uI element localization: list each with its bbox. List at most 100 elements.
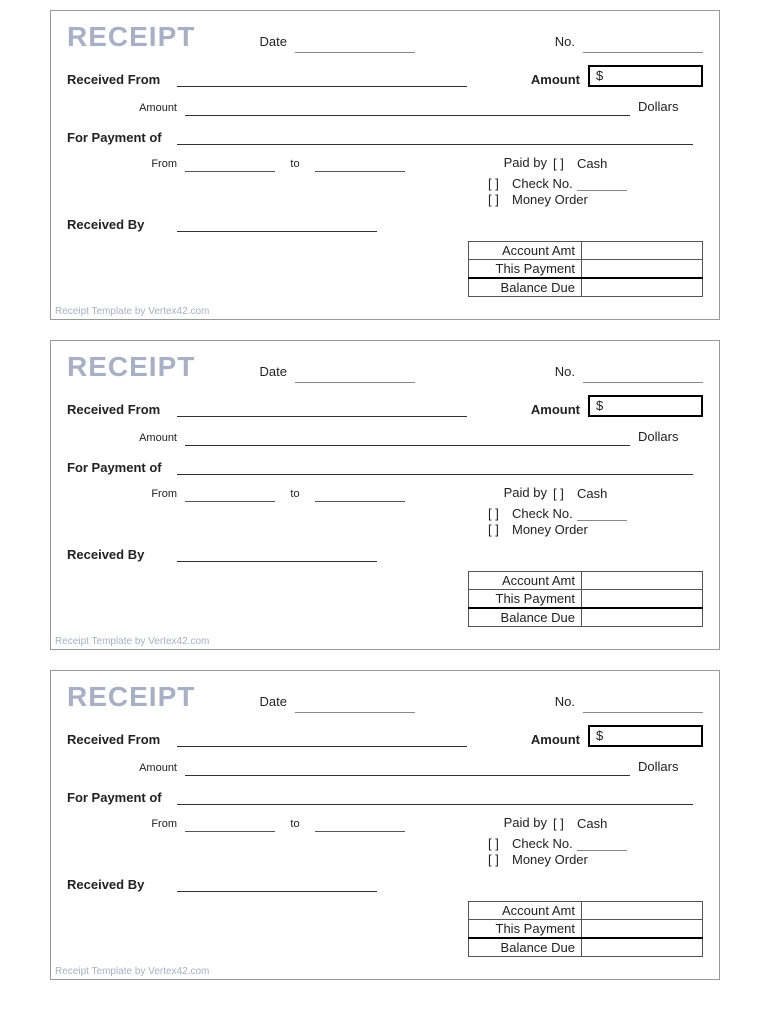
account-amt-label: Account Amt — [469, 242, 582, 260]
money-order-label: Money Order — [512, 852, 588, 867]
amount-text-field[interactable] — [185, 757, 630, 776]
to-label: to — [275, 158, 315, 172]
receipt-card: RECEIPT Date No. Received From Amount $ … — [50, 670, 720, 980]
amount-prefix: $ — [596, 68, 603, 83]
check-no-label: Check No. — [512, 176, 573, 191]
dollars-label: Dollars — [630, 99, 703, 116]
receipt-card: RECEIPT Date No. Received From Amount $ … — [50, 340, 720, 650]
this-payment-field[interactable] — [582, 590, 703, 609]
date-label: Date — [247, 694, 295, 713]
summary-table: Account Amt This Payment Balance Due — [468, 241, 703, 297]
date-field[interactable] — [295, 364, 415, 383]
no-field[interactable] — [583, 694, 703, 713]
balance-due-field[interactable] — [582, 938, 703, 957]
received-from-label: Received From — [67, 732, 177, 747]
balance-due-label: Balance Due — [469, 608, 582, 627]
for-payment-label: For Payment of — [67, 460, 177, 475]
amount-box-field[interactable]: $ — [588, 725, 703, 747]
table-row: Balance Due — [469, 938, 703, 957]
from-field[interactable] — [185, 155, 275, 172]
balance-due-field[interactable] — [582, 278, 703, 297]
check-no-label: Check No. — [512, 836, 573, 851]
balance-due-field[interactable] — [582, 608, 703, 627]
from-label: From — [67, 158, 185, 172]
amount-box-label: Amount — [515, 72, 588, 87]
money-order-label: Money Order — [512, 522, 588, 537]
account-amt-field[interactable] — [582, 572, 703, 590]
date-field[interactable] — [295, 694, 415, 713]
cash-label: Cash — [577, 156, 607, 171]
to-field[interactable] — [315, 155, 405, 172]
check-checkbox[interactable]: [ ] — [488, 836, 512, 851]
to-field[interactable] — [315, 485, 405, 502]
no-field[interactable] — [583, 364, 703, 383]
cash-checkbox[interactable]: [ ] — [553, 156, 577, 171]
received-by-field[interactable] — [177, 543, 377, 562]
for-payment-field[interactable] — [177, 786, 693, 805]
this-payment-label: This Payment — [469, 260, 582, 279]
no-field[interactable] — [583, 34, 703, 53]
this-payment-field[interactable] — [582, 260, 703, 279]
from-label: From — [67, 488, 185, 502]
no-label: No. — [545, 364, 583, 383]
table-row: This Payment — [469, 260, 703, 279]
account-amt-field[interactable] — [582, 902, 703, 920]
no-label: No. — [545, 34, 583, 53]
account-amt-label: Account Amt — [469, 902, 582, 920]
to-label: to — [275, 488, 315, 502]
table-row: This Payment — [469, 590, 703, 609]
table-row: Account Amt — [469, 902, 703, 920]
amount-prefix: $ — [596, 728, 603, 743]
account-amt-field[interactable] — [582, 242, 703, 260]
check-no-field[interactable] — [577, 176, 627, 191]
check-no-label: Check No. — [512, 506, 573, 521]
to-label: to — [275, 818, 315, 832]
this-payment-field[interactable] — [582, 920, 703, 939]
receipt-title: RECEIPT — [67, 681, 195, 713]
cash-checkbox[interactable]: [ ] — [553, 486, 577, 501]
balance-due-label: Balance Due — [469, 938, 582, 957]
check-no-field[interactable] — [577, 506, 627, 521]
money-order-checkbox[interactable]: [ ] — [488, 852, 512, 867]
check-checkbox[interactable]: [ ] — [488, 506, 512, 521]
from-field[interactable] — [185, 485, 275, 502]
amount-text-field[interactable] — [185, 97, 630, 116]
dollars-label: Dollars — [630, 429, 703, 446]
footer-credit: Receipt Template by Vertex42.com — [55, 306, 209, 317]
money-order-checkbox[interactable]: [ ] — [488, 522, 512, 537]
received-from-field[interactable] — [177, 396, 467, 417]
footer-credit: Receipt Template by Vertex42.com — [55, 966, 209, 977]
date-field[interactable] — [295, 34, 415, 53]
from-label: From — [67, 818, 185, 832]
date-label: Date — [247, 34, 295, 53]
amount-text-label: Amount — [67, 102, 185, 116]
amount-box-field[interactable]: $ — [588, 395, 703, 417]
received-by-field[interactable] — [177, 873, 377, 892]
amount-box-label: Amount — [515, 402, 588, 417]
this-payment-label: This Payment — [469, 590, 582, 609]
dollars-label: Dollars — [630, 759, 703, 776]
for-payment-field[interactable] — [177, 126, 693, 145]
from-field[interactable] — [185, 815, 275, 832]
check-checkbox[interactable]: [ ] — [488, 176, 512, 191]
summary-table: Account Amt This Payment Balance Due — [468, 901, 703, 957]
check-no-field[interactable] — [577, 836, 627, 851]
received-by-field[interactable] — [177, 213, 377, 232]
for-payment-label: For Payment of — [67, 790, 177, 805]
no-label: No. — [545, 694, 583, 713]
received-from-field[interactable] — [177, 726, 467, 747]
receipt-title: RECEIPT — [67, 21, 195, 53]
paid-by-label: Paid by — [487, 815, 553, 832]
amount-box-field[interactable]: $ — [588, 65, 703, 87]
for-payment-field[interactable] — [177, 456, 693, 475]
received-from-field[interactable] — [177, 66, 467, 87]
table-row: Account Amt — [469, 242, 703, 260]
amount-text-label: Amount — [67, 762, 185, 776]
money-order-checkbox[interactable]: [ ] — [488, 192, 512, 207]
receipt-card: RECEIPT Date No. Received From Amount $ … — [50, 10, 720, 320]
amount-text-field[interactable] — [185, 427, 630, 446]
received-by-label: Received By — [67, 547, 177, 562]
table-row: Account Amt — [469, 572, 703, 590]
to-field[interactable] — [315, 815, 405, 832]
cash-checkbox[interactable]: [ ] — [553, 816, 577, 831]
